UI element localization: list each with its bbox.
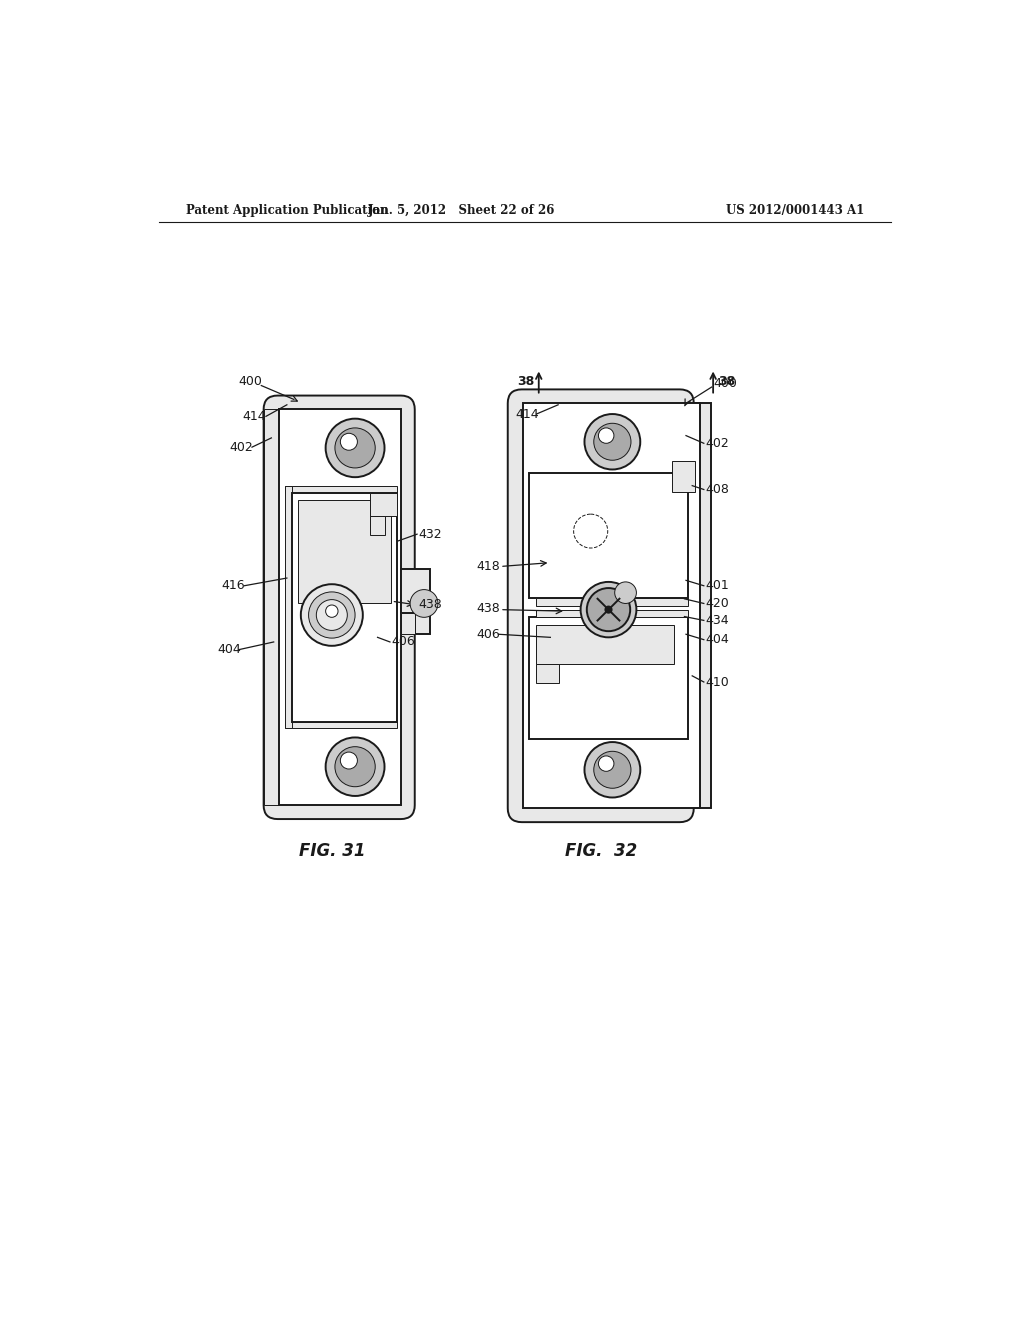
Bar [286, 722, 397, 729]
Circle shape [614, 582, 636, 603]
Bar [693, 404, 711, 808]
Bar [523, 404, 700, 808]
Text: 400: 400 [238, 375, 262, 388]
Circle shape [308, 591, 355, 638]
Bar [529, 473, 687, 598]
Text: 418: 418 [477, 560, 501, 573]
Circle shape [326, 605, 338, 618]
Text: Patent Application Publication: Patent Application Publication [186, 205, 389, 218]
Text: US 2012/0001443 A1: US 2012/0001443 A1 [726, 205, 864, 218]
Circle shape [594, 751, 631, 788]
Bar [298, 500, 391, 603]
Bar [536, 598, 687, 606]
Text: FIG.  32: FIG. 32 [564, 842, 637, 861]
Bar [536, 664, 559, 682]
Circle shape [585, 414, 640, 470]
Text: 414: 414 [243, 409, 266, 422]
Bar [672, 461, 695, 492]
Circle shape [585, 742, 640, 797]
Bar [400, 612, 415, 635]
Bar [286, 487, 397, 492]
Text: 38: 38 [718, 375, 735, 388]
Circle shape [598, 428, 614, 444]
Circle shape [587, 589, 630, 631]
Text: Jan. 5, 2012   Sheet 22 of 26: Jan. 5, 2012 Sheet 22 of 26 [368, 205, 555, 218]
Circle shape [605, 607, 611, 612]
Bar [529, 618, 687, 739]
Text: 438: 438 [477, 602, 501, 615]
Text: 404: 404 [217, 643, 241, 656]
Text: 400: 400 [713, 376, 737, 389]
Text: 434: 434 [706, 614, 729, 627]
FancyBboxPatch shape [508, 389, 693, 822]
Text: 408: 408 [706, 483, 729, 496]
Circle shape [326, 738, 385, 796]
Bar [536, 610, 687, 618]
Circle shape [335, 747, 375, 787]
Circle shape [573, 515, 607, 548]
Circle shape [316, 599, 347, 631]
Bar [536, 626, 675, 664]
Text: 401: 401 [706, 579, 729, 593]
Circle shape [301, 585, 362, 645]
Text: 420: 420 [706, 597, 729, 610]
Circle shape [581, 582, 636, 638]
Circle shape [326, 418, 385, 478]
Text: 416: 416 [221, 579, 245, 593]
Bar [292, 492, 397, 722]
Bar [370, 516, 385, 535]
Polygon shape [400, 569, 430, 635]
Bar [280, 409, 400, 805]
Text: 414: 414 [515, 408, 539, 421]
Text: 432: 432 [419, 528, 442, 541]
Text: 404: 404 [706, 634, 729, 647]
Text: 438: 438 [419, 598, 442, 611]
Bar [370, 492, 397, 516]
Circle shape [335, 428, 375, 469]
Text: 38: 38 [517, 375, 535, 388]
Text: 406: 406 [391, 635, 416, 648]
FancyBboxPatch shape [263, 396, 415, 818]
Text: 410: 410 [706, 676, 729, 689]
Text: 402: 402 [229, 441, 253, 454]
Circle shape [340, 752, 357, 770]
Text: FIG. 31: FIG. 31 [299, 842, 366, 861]
Text: 406: 406 [477, 628, 501, 640]
Bar [286, 487, 292, 729]
Bar [263, 409, 280, 805]
Circle shape [340, 433, 357, 450]
Circle shape [410, 590, 438, 618]
Circle shape [598, 756, 614, 771]
Text: 402: 402 [706, 437, 729, 450]
Circle shape [594, 424, 631, 461]
